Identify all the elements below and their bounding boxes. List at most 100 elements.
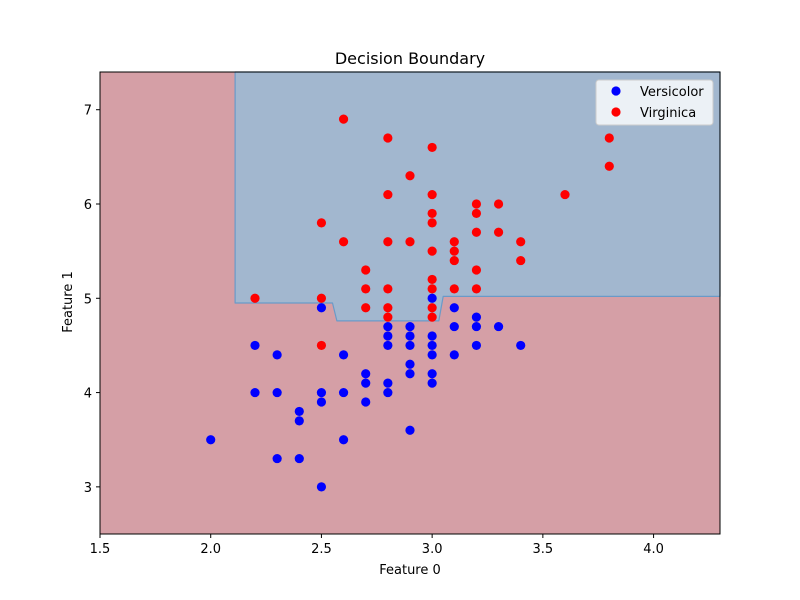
point-versicolor [272,350,282,360]
x-tick-label: 3.0 [422,542,443,557]
point-virginica [427,312,437,322]
point-versicolor [383,340,393,351]
point-versicolor [250,387,260,398]
point-versicolor [361,369,371,379]
point-virginica [471,208,482,219]
point-virginica [427,142,437,153]
point-virginica [383,284,393,294]
x-axis-label: Feature 0 [379,563,441,578]
point-virginica [493,227,504,237]
point-virginica [250,293,260,303]
point-virginica [427,274,437,285]
point-versicolor [427,369,437,379]
point-virginica [361,265,371,275]
point-virginica [405,171,415,181]
point-versicolor [338,387,349,398]
point-versicolor [338,435,349,445]
legend-label-versicolor: Versicolor [640,85,704,100]
point-versicolor [316,482,327,492]
point-virginica [383,303,393,313]
plot-frame [99,71,721,535]
point-virginica [427,303,437,313]
point-virginica [338,237,349,247]
point-virginica [383,237,393,247]
point-versicolor [471,312,482,322]
point-virginica [493,199,504,209]
x-tick-label: 4.0 [643,542,664,557]
point-virginica [427,246,437,256]
point-versicolor [405,331,415,341]
point-virginica [427,189,437,200]
series-virginica [250,114,614,351]
point-versicolor [272,453,282,464]
point-virginica [427,208,437,219]
series-versicolor [206,293,526,492]
point-versicolor [316,387,327,398]
point-virginica [516,255,526,266]
point-virginica [427,218,437,228]
point-versicolor [493,321,504,332]
y-tick-label: 7 [84,104,92,119]
point-versicolor [316,303,327,313]
point-versicolor [405,369,415,379]
point-virginica [471,227,482,237]
point-versicolor [206,435,216,445]
point-virginica [449,246,459,256]
point-versicolor [405,359,415,369]
point-versicolor [272,387,282,398]
point-virginica [516,237,526,247]
point-versicolor [361,397,371,407]
point-versicolor [405,425,415,435]
point-versicolor [383,378,393,388]
point-versicolor [471,340,482,351]
x-tick-label: 2.0 [200,542,221,557]
point-versicolor [294,453,304,464]
point-virginica [383,189,393,200]
point-virginica [604,161,614,171]
point-virginica [471,284,482,294]
point-versicolor [338,350,349,360]
point-virginica [471,265,482,275]
point-versicolor [383,331,393,341]
point-virginica [361,284,371,294]
point-versicolor [250,340,260,351]
point-virginica [361,303,371,313]
point-versicolor [516,340,526,351]
y-axis-ticks: 3 4 5 6 7 [84,104,100,496]
y-axis-label: Feature 1 [61,271,76,333]
point-versicolor [383,321,393,332]
y-tick-label: 4 [84,387,92,402]
point-versicolor [427,350,437,360]
point-versicolor [449,350,459,360]
point-versicolor [427,378,437,388]
point-versicolor [383,387,393,398]
point-virginica [471,199,482,209]
point-versicolor [427,340,437,351]
legend-marker-virginica [611,107,621,117]
y-tick-label: 5 [84,292,92,307]
point-virginica [449,255,459,266]
point-virginica [405,237,415,247]
point-virginica [604,133,614,143]
point-virginica [316,340,327,351]
point-versicolor [405,321,415,332]
point-versicolor [294,416,304,426]
point-versicolor [427,293,437,303]
x-axis-ticks: 1.5 2.0 2.5 3.0 3.5 4.0 [90,534,664,557]
legend: Versicolor Virginica [595,79,714,126]
plot-area [99,71,721,535]
x-tick-label: 2.5 [311,542,332,557]
legend-label-virginica: Virginica [640,106,696,121]
legend-marker-versicolor [611,86,621,96]
point-virginica [560,189,570,200]
point-versicolor [449,321,459,332]
point-versicolor [449,303,459,313]
x-tick-label: 3.5 [533,542,554,557]
point-versicolor [471,321,482,332]
point-versicolor [316,397,327,407]
point-versicolor [405,340,415,351]
x-tick-label: 1.5 [90,542,111,557]
legend-box [595,79,714,126]
point-virginica [338,114,349,124]
